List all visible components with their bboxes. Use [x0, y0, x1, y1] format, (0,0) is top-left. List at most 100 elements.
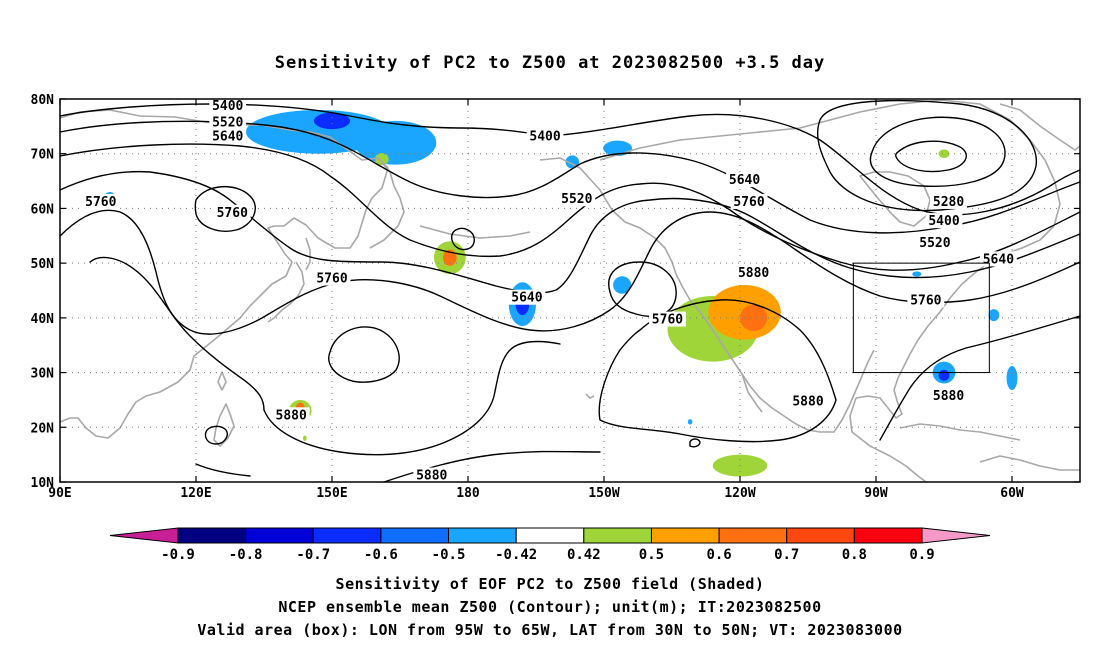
coastline-philippines — [213, 403, 235, 447]
contour-5760-loop-w — [194, 185, 256, 232]
colorbar-label-8: 0.6 — [706, 547, 731, 563]
lon-tick-label: 120W — [724, 486, 755, 501]
colorbar-low-extension — [109, 527, 179, 544]
contour-label-7: 5880 — [416, 469, 447, 484]
contour-label-bg — [735, 265, 772, 281]
contour-label-bg — [313, 270, 351, 286]
contour-5520-east — [816, 99, 1037, 212]
contour-label-bg — [907, 292, 945, 308]
contour-label-bg — [726, 172, 763, 188]
contour-5280 — [895, 140, 967, 173]
colorbar-segment-9 — [786, 527, 855, 544]
contour-label-bg — [413, 467, 451, 483]
coastline-baja — [741, 373, 763, 413]
contour-label-bg — [82, 193, 120, 209]
coastline-north-america-north — [599, 99, 1061, 227]
contour-label-13: 5760 — [652, 313, 683, 328]
contour-label-bg — [209, 128, 247, 144]
sensitivity-patch-24 — [687, 419, 693, 425]
colorbar-label-6: 0.42 — [567, 547, 601, 563]
contour-label-bg — [730, 193, 768, 209]
contour-label-bg — [649, 311, 686, 327]
contour-label-bg — [558, 191, 596, 207]
coastline-sakhalin — [305, 237, 311, 271]
coastline-south-america — [979, 455, 1080, 471]
contour-label-2: 5640 — [212, 129, 243, 144]
sensitivity-patch-2 — [354, 120, 437, 165]
contour-label-0: 5400 — [212, 99, 243, 114]
contour-5880-edge-w — [195, 463, 251, 477]
contour-label-bg — [930, 193, 967, 209]
colorbar-segment-3 — [380, 527, 450, 544]
contour-5880-south — [263, 340, 561, 456]
caption-line-3: Valid area (box): LON from 95W to 65W, L… — [197, 621, 902, 639]
valid-area-box — [852, 262, 990, 374]
contour-label-bg — [925, 213, 963, 229]
contour-label-21: 5880 — [933, 389, 964, 404]
contour-labels: 5400552056405760576057605880588054005520… — [82, 98, 1017, 484]
contour-label-bg — [209, 114, 247, 130]
contour-label-bg — [789, 393, 827, 409]
contour-label-12: 5760 — [733, 195, 764, 210]
sensitivity-patch-20 — [1006, 366, 1018, 391]
coastline-alaska — [539, 157, 875, 433]
lat-tick-label: 10N — [31, 476, 55, 491]
coastline-kamchatka — [369, 157, 405, 249]
contour-5400-east — [869, 116, 1006, 187]
contour-label-bg — [508, 289, 546, 305]
map-border — [59, 98, 1081, 483]
colorbar-label-0: -0.9 — [161, 547, 195, 563]
contour-5880-atlantic — [879, 315, 1081, 441]
coastline-central-america — [849, 397, 927, 483]
coastline-aleutians — [419, 225, 531, 239]
sensitivity-patch-14 — [740, 304, 768, 331]
contour-5880-eastpac — [598, 299, 837, 443]
lat-tick-label: 40N — [31, 312, 55, 327]
coastline-taiwan — [217, 371, 227, 391]
colorbar-segment-2 — [312, 527, 382, 544]
lon-tick-label: 120E — [180, 486, 211, 501]
contour-label-9: 5520 — [561, 192, 592, 207]
sensitivity-patch-1 — [313, 112, 351, 130]
contour-label-20: 5760 — [910, 293, 941, 308]
contour-5760-north — [59, 170, 1081, 294]
contour-small-loop-e — [689, 438, 701, 448]
contour-5760-ridge — [59, 209, 1081, 335]
contour-label-16: 5280 — [933, 195, 964, 210]
coastline-hawaii — [585, 393, 595, 399]
contour-label-5: 5760 — [316, 272, 347, 287]
coastline-east-coast — [893, 225, 1055, 391]
sensitivity-patch-16 — [938, 149, 950, 159]
contour-label-6: 5880 — [276, 408, 307, 423]
map-panel: 5400552056405760576057605880588054005520… — [31, 93, 1081, 501]
contour-5640-loop-c — [451, 227, 475, 251]
colorbar-label-2: -0.7 — [296, 547, 330, 563]
contour-label-10: 5640 — [511, 291, 542, 306]
sensitivity-patch-18 — [938, 369, 950, 381]
contour-5760-loop-c — [608, 261, 677, 317]
contour-label-bg — [916, 234, 954, 250]
contour-5880-loop-wpac — [328, 326, 400, 383]
sensitivity-patch-11 — [613, 276, 632, 294]
contour-label-15: 5880 — [792, 395, 823, 410]
contour-small-loop-w — [204, 425, 228, 445]
colorbar-label-10: 0.8 — [842, 547, 867, 563]
colorbar-segment-5 — [515, 527, 585, 544]
lon-tick-label: 60W — [1000, 486, 1024, 501]
coastline-caribbean — [899, 423, 1021, 441]
colorbar-segment-6 — [583, 527, 652, 544]
lon-tick-label: 150E — [316, 486, 347, 501]
lon-tick-label: 90E — [48, 486, 71, 501]
contour-label-bg — [526, 128, 564, 144]
caption-line-2: NCEP ensemble mean Z500 (Contour); unit(… — [278, 598, 821, 616]
colorbar-segment-8 — [718, 527, 788, 544]
contour-label-4: 5760 — [217, 206, 248, 221]
colorbar-label-4: -0.5 — [432, 547, 466, 563]
colorbar-label-11: 0.9 — [909, 547, 934, 563]
contour-label-8: 5400 — [529, 129, 560, 144]
coastline-hudson-bay — [859, 171, 931, 227]
lat-lon-grid — [60, 99, 1080, 482]
coastline-greenland — [999, 103, 1081, 151]
